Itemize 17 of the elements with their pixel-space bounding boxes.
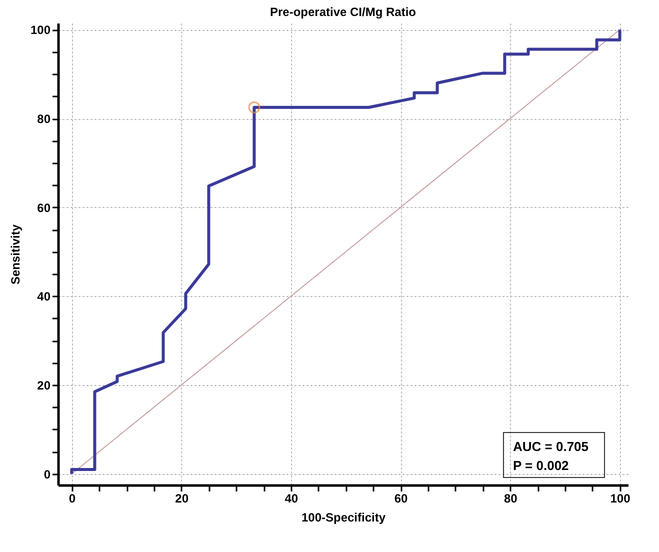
- x-tick-label: 60: [394, 492, 408, 506]
- chart-title: Pre-operative CI/Mg Ratio: [270, 5, 416, 19]
- x-axis-title: 100-Specificity: [301, 510, 386, 524]
- y-tick-label: 0: [44, 467, 51, 482]
- x-tick-label: 100: [610, 492, 631, 506]
- y-tick-label: 100: [30, 23, 51, 38]
- x-tick-label: 80: [504, 492, 518, 506]
- y-tick-label: 20: [37, 378, 51, 393]
- x-tick-label: 20: [175, 492, 189, 506]
- y-axis-title: Sensitivity: [8, 224, 22, 285]
- x-tick-label: 0: [68, 492, 76, 506]
- y-tick-label: 60: [37, 200, 51, 215]
- y-tick-label: 40: [37, 290, 51, 304]
- y-tick-label: 80: [37, 112, 51, 126]
- x-tick-label: 40: [284, 492, 298, 506]
- annotation: P = 0.002: [513, 458, 569, 473]
- annotation: AUC = 0.705: [513, 439, 589, 454]
